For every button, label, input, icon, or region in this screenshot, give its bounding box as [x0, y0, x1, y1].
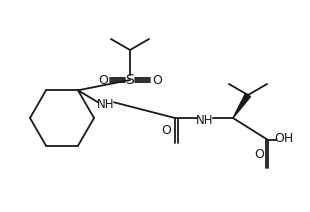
Text: O: O	[161, 124, 171, 137]
Text: O: O	[98, 74, 108, 86]
Text: NH: NH	[97, 98, 115, 111]
Text: S: S	[126, 73, 134, 87]
Text: O: O	[254, 148, 264, 160]
Polygon shape	[233, 93, 250, 118]
Text: NH: NH	[196, 113, 214, 127]
Text: OH: OH	[274, 131, 294, 145]
Text: O: O	[152, 74, 162, 86]
